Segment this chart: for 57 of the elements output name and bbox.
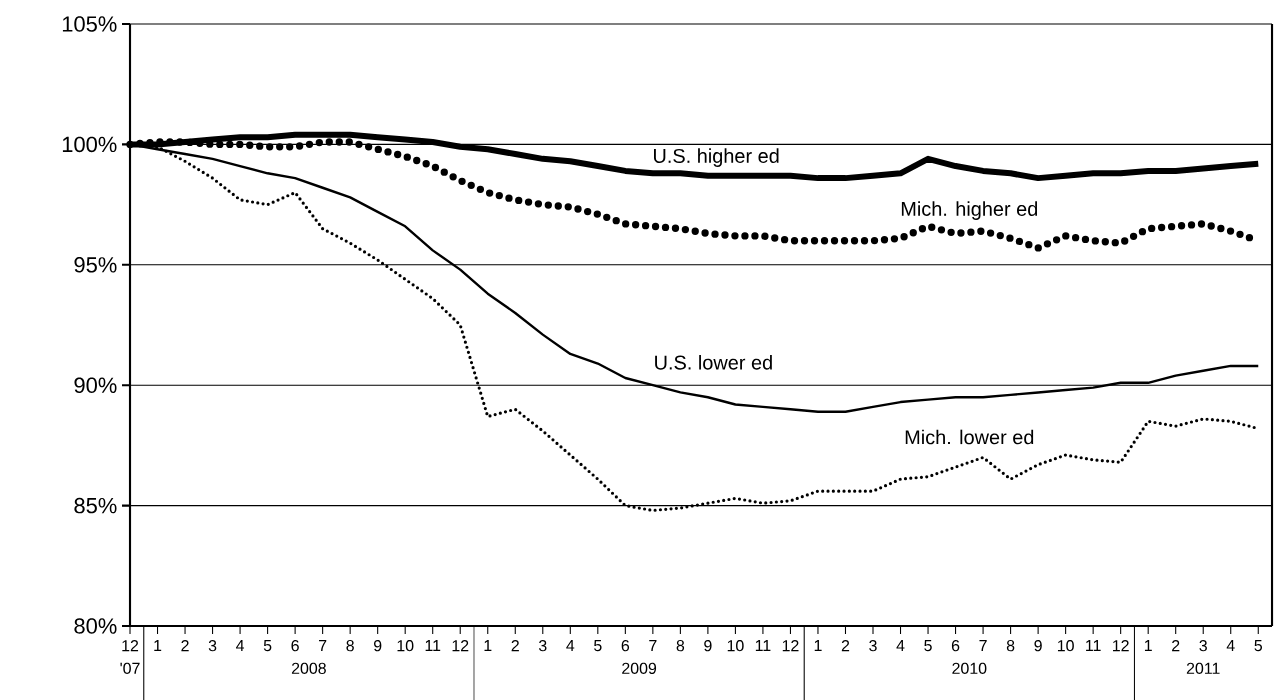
text: 2010 <box>952 662 987 674</box>
x-tick-label: 3 <box>1199 640 1207 652</box>
x-tick-label: 8 <box>1006 640 1015 652</box>
x-tick-label: 2 <box>1172 640 1180 652</box>
x-tick-label: 10 <box>397 640 414 652</box>
x-tick-label: 7 <box>649 640 657 651</box>
x-tick-label: 4 <box>1226 640 1235 651</box>
y-tick-label: 90% <box>74 377 117 393</box>
x-tick-label: 12 <box>782 640 799 652</box>
x-tick-label: 1 <box>814 640 822 651</box>
x-tick-label: 6 <box>951 640 960 652</box>
text: 2011 <box>1186 662 1220 674</box>
x-tick-label: 7 <box>979 640 987 651</box>
text: 2008 <box>291 662 326 674</box>
x-tick-label: 1 <box>1144 640 1152 651</box>
x-tick-label: 2 <box>841 640 850 652</box>
x-tick-label: 3 <box>538 640 547 652</box>
x-tick-label: 10 <box>1057 640 1074 652</box>
y-tick-label: 100% <box>62 136 117 153</box>
series-label: Mich. higher ed <box>901 201 1038 220</box>
series-label: U.S. higher ed <box>654 148 779 167</box>
x-tick-label: 11 <box>1086 640 1101 651</box>
y-tick-label: 105% <box>62 16 117 32</box>
x-tick-label: 5 <box>263 640 272 652</box>
y-tick-label: 85% <box>74 497 117 514</box>
x-tick-label: 8 <box>676 640 685 652</box>
x-tick-label: 9 <box>1034 640 1042 652</box>
series-label: Mich. lower ed <box>905 429 1034 445</box>
x-tick-label: 6 <box>291 640 299 652</box>
x-tick-label: 9 <box>373 640 382 652</box>
series-label: U.S. lower ed <box>655 355 772 370</box>
x-tick-label: 3 <box>208 640 217 652</box>
x-tick-label: 1 <box>154 640 162 651</box>
x-tick-label: 1 <box>484 640 492 651</box>
x-tick-label: 5 <box>594 640 602 652</box>
x-tick-label: 12 <box>452 640 469 652</box>
x-tick-label: 11 <box>755 640 771 651</box>
y-tick-label: 95% <box>74 257 117 273</box>
x-tick-label: 5 <box>1254 640 1263 652</box>
x-tick-label: 4 <box>896 640 905 651</box>
text: '07 <box>120 662 140 674</box>
x-tick-label: 11 <box>425 640 441 651</box>
x-tick-label: 5 <box>924 640 932 652</box>
text: 2009 <box>622 662 657 674</box>
x-tick-label: 12 <box>1113 640 1129 652</box>
x-tick-label: 10 <box>727 640 744 652</box>
x-tick-label: 4 <box>566 640 575 651</box>
x-tick-label: 6 <box>621 640 630 652</box>
x-tick-label: 4 <box>236 640 245 651</box>
y-tick-label: 80% <box>74 618 117 634</box>
x-tick-label: 2 <box>511 640 519 652</box>
x-tick-label: 7 <box>319 640 327 651</box>
x-tick-label: 2 <box>181 640 189 652</box>
x-tick-label: 8 <box>346 640 354 652</box>
x-tick-label: 3 <box>869 640 877 652</box>
x-tick-label: 9 <box>704 640 712 652</box>
x-tick-label: 12 <box>122 640 139 652</box>
